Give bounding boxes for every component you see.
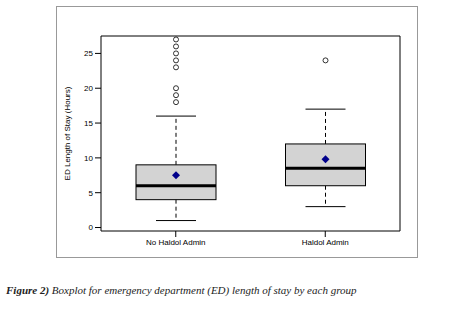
svg-text:Haldol Admin: Haldol Admin [302,238,349,247]
svg-text:25: 25 [84,49,93,58]
svg-text:15: 15 [84,119,93,128]
html-text:Figure 2) Boxplot for emergenc: Figure 2) Boxplot for emergency departme… [6,284,357,296]
svg-text:5: 5 [89,189,94,198]
svg-text:ED Length of Stay (Hours): ED Length of Stay (Hours) [63,86,72,180]
svg-text:No Haldol Admin: No Haldol Admin [146,238,206,247]
svg-text:20: 20 [84,84,93,93]
svg-text:10: 10 [84,154,93,163]
svg-text:0: 0 [89,223,94,232]
